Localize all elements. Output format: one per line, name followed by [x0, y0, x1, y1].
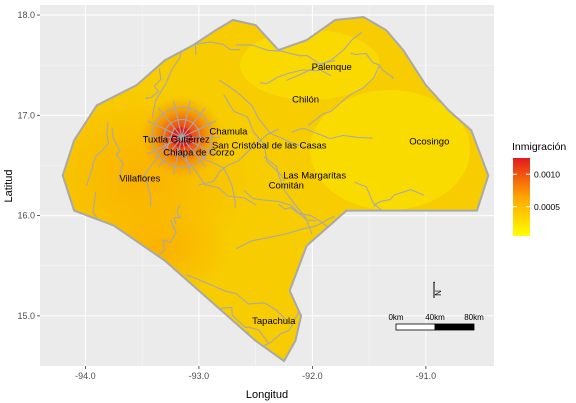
municipality-border — [111, 127, 124, 181]
place-label-7: Las Margaritas — [283, 170, 346, 181]
legend-colorbar — [513, 158, 530, 236]
municipality-border — [181, 120, 217, 138]
municipality-border — [163, 118, 201, 156]
legend-tick-label-0: 0.0005 — [534, 202, 560, 212]
municipality-border — [259, 69, 332, 85]
scale-bar-white — [395, 323, 436, 331]
municipality-border — [350, 52, 394, 80]
municipality-border — [185, 273, 289, 322]
municipality-border — [218, 306, 269, 344]
x-tick-label-3: -91.0 — [416, 371, 437, 381]
legend-tick-label-1: 0.0010 — [534, 169, 560, 179]
place-label-2: Ocosingo — [409, 136, 449, 147]
x-axis-title: Longitud — [246, 389, 288, 401]
municipality-border — [181, 137, 191, 175]
municipality-border — [235, 215, 335, 250]
x-tick-label-0: -94.0 — [75, 371, 96, 381]
y-axis: 15.0 16.0 17.0 18.0 — [17, 10, 40, 321]
municipality-border — [198, 128, 280, 186]
municipality-border — [151, 106, 213, 168]
x-tick-label-2: -92.0 — [302, 371, 323, 381]
municipality-border — [286, 31, 363, 81]
municipality-border — [172, 137, 183, 175]
municipality-border — [147, 136, 183, 155]
north-arrow-head: ↑ — [432, 279, 436, 288]
legend: Inmigración 0.0005 0.0010 — [512, 141, 566, 236]
municipality-border — [157, 107, 183, 138]
scale-bar-black — [434, 323, 475, 331]
place-label-8: Villaflores — [119, 173, 160, 184]
municipality-border — [307, 64, 381, 126]
legend-ticks: 0.0005 0.0010 — [513, 169, 560, 212]
municipality-border — [157, 137, 183, 168]
scale-label-80: 80km — [464, 313, 484, 322]
place-label-4: Tuxtla Gutiérrez — [143, 134, 210, 145]
municipality-border — [236, 44, 336, 65]
place-label-6: Chiapa de Corzo — [163, 147, 234, 158]
y-tick-label-1: 16.0 — [17, 211, 35, 221]
scale-bar: 0km 40km 80km — [388, 313, 484, 331]
legend-title: Inmigración — [512, 141, 566, 153]
municipality-border — [145, 68, 162, 100]
municipality-border — [181, 137, 206, 168]
municipality-border — [155, 219, 177, 259]
y-tick-label-2: 17.0 — [17, 110, 35, 120]
place-label-5: San Cristóbal de las Casas — [212, 140, 327, 151]
municipality-border — [181, 136, 217, 155]
municipality-border — [218, 79, 305, 148]
north-letter: N — [434, 290, 443, 296]
x-tick-label-1: -93.0 — [189, 371, 210, 381]
y-tick-label-3: 18.0 — [17, 10, 35, 20]
scale-label-0: 0km — [388, 313, 403, 322]
state-outline — [61, 15, 490, 363]
municipality-border — [181, 107, 206, 138]
place-label-10: Tapachula — [252, 316, 296, 327]
municipality-border — [85, 122, 110, 186]
y-tick-label-0: 15.0 — [17, 311, 35, 321]
north-arrow: ↑ N — [432, 279, 443, 298]
municipality-border — [373, 189, 425, 208]
municipality-border — [263, 156, 313, 235]
municipality-border — [181, 100, 191, 138]
place-label-1: Chilón — [292, 94, 319, 105]
scale-label-40: 40km — [425, 313, 445, 322]
municipality-border — [173, 204, 182, 225]
municipality-border — [147, 120, 183, 138]
east-light-area — [310, 90, 470, 210]
municipality-border — [291, 127, 373, 140]
y-axis-title: Latitud — [3, 169, 15, 202]
x-axis: -94.0 -93.0 -92.0 -91.0 — [75, 366, 436, 381]
place-label-3: Chamula — [209, 126, 248, 137]
place-label-0: Palenque — [312, 62, 352, 73]
municipality-border — [223, 94, 285, 182]
municipality-border — [172, 100, 183, 138]
place-label-9: Comitán — [269, 181, 304, 192]
municipality-border — [202, 153, 236, 208]
